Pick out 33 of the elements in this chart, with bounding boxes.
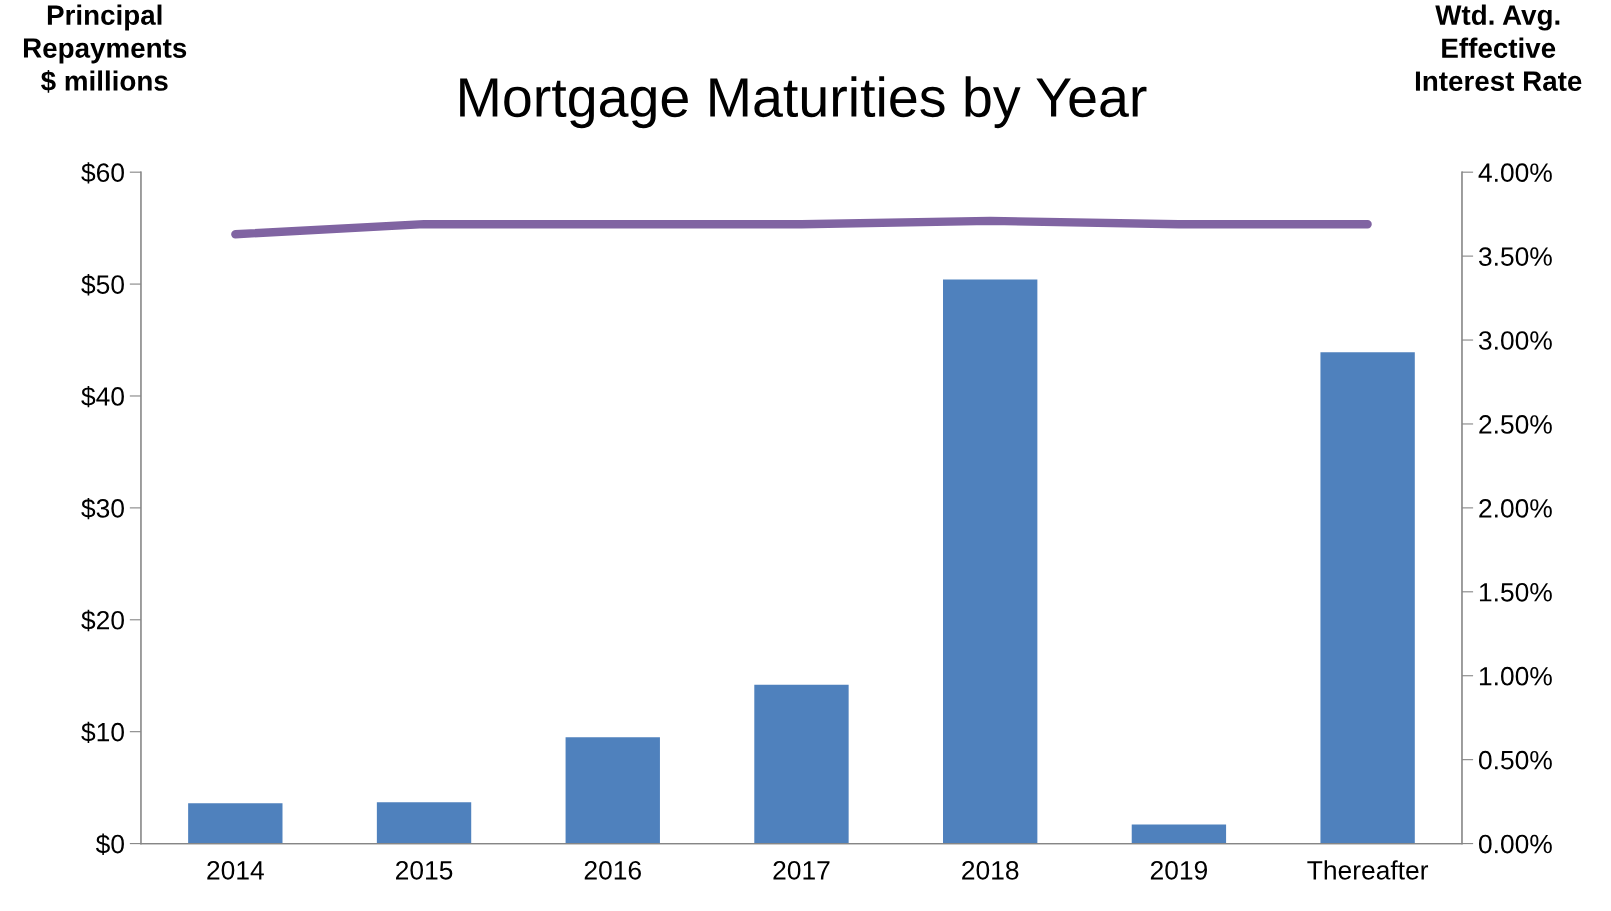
y2-tick-label: 2.00% [1479, 499, 1552, 518]
y2-tick-label: 2.50% [1479, 415, 1552, 434]
y-tick-label: $50 [81, 274, 124, 296]
x-tick-label: Thereafter [1307, 860, 1429, 880]
x-tick-label: 2014 [207, 860, 264, 880]
y-tick-label: $40 [81, 386, 124, 408]
x-tick-label: 2019 [1150, 860, 1208, 880]
y-tick-label: $10 [81, 721, 124, 744]
x-tick-label: 2016 [584, 860, 641, 880]
x-tick-label: 2015 [396, 860, 453, 880]
y-tick-label: $0 [95, 833, 124, 855]
y-tick-label: $20 [81, 609, 124, 632]
y2-tick-label: 4.00% [1478, 163, 1552, 182]
y-tick-label: $60 [81, 162, 124, 184]
y2-tick-label: 1.00% [1479, 666, 1552, 686]
y-tick-label: $30 [81, 497, 124, 520]
y2-tick-label: 3.00% [1478, 331, 1552, 350]
chart-title: Mortgage Maturities by Year [460, 76, 1147, 129]
bar [1320, 352, 1415, 844]
y2-tick-label: 0.00% [1478, 834, 1552, 854]
x-tick-label: 2017 [773, 860, 830, 880]
y2-tick-label: 0.50% [1478, 750, 1552, 770]
bar [754, 684, 849, 844]
bar [565, 737, 660, 844]
bar [188, 803, 283, 844]
y2-tick-label: 3.50% [1478, 247, 1552, 266]
bar [376, 802, 472, 844]
bar [1131, 824, 1227, 844]
x-tick-label: 2018 [962, 860, 1019, 880]
y-axis-title: Principal Repayments $ millions [23, 4, 187, 93]
bar [943, 279, 1038, 844]
y2-axis-title: Wtd. Avg. Effective Interest Rate [1415, 4, 1582, 91]
y2-tick-label: 1.50% [1479, 582, 1552, 602]
